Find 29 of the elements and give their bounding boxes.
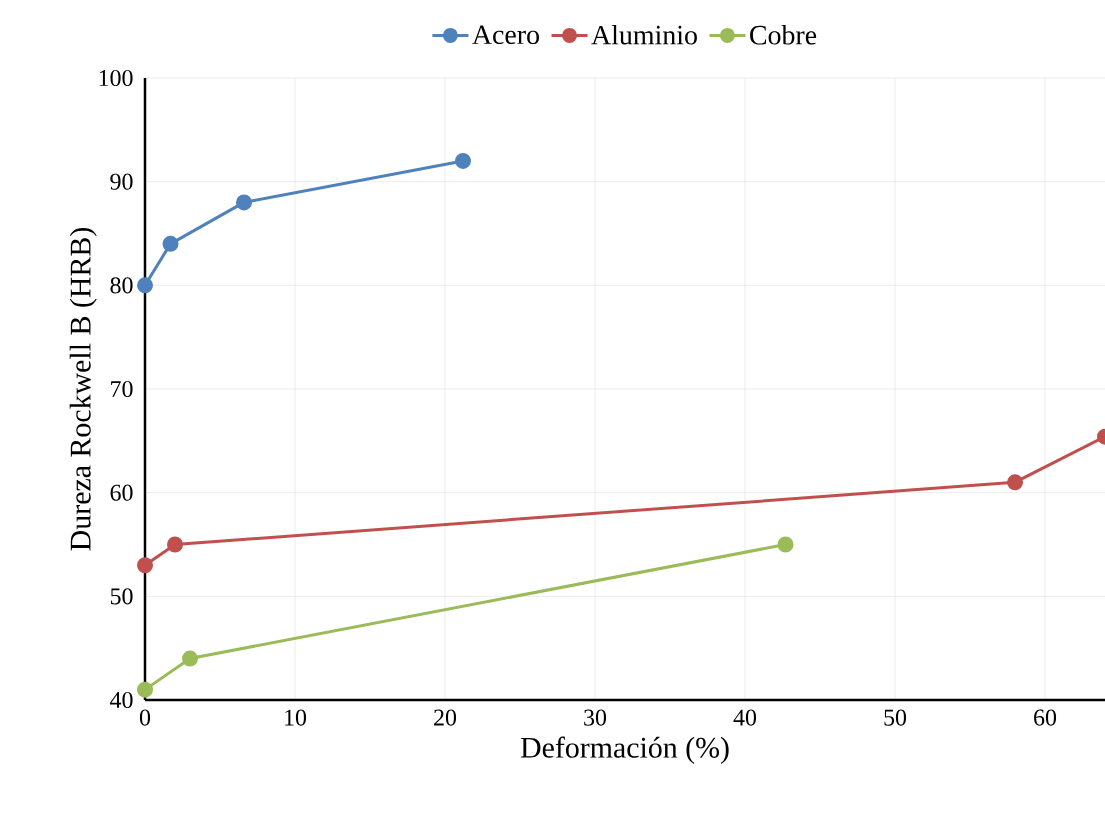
x-tick-label: 10 xyxy=(285,709,307,726)
y-tick-label: 50 xyxy=(110,588,133,605)
y-tick-label: 90 xyxy=(110,173,133,190)
x-tick-label: 50 xyxy=(884,709,907,726)
y-tick-label: 80 xyxy=(110,277,133,294)
point xyxy=(137,277,153,294)
y-tick-label: 100 xyxy=(99,69,133,87)
legend-label: Aluminio xyxy=(591,24,697,45)
y-tick-label: 60 xyxy=(110,484,133,501)
point xyxy=(182,650,198,667)
x-tick-label: 30 xyxy=(584,709,607,726)
y-tick-label: 40 xyxy=(110,691,133,709)
legend-label: Cobre xyxy=(750,24,817,45)
x-tick-label: 60 xyxy=(1034,709,1057,726)
point xyxy=(777,536,794,553)
point xyxy=(167,536,183,553)
point xyxy=(137,681,153,698)
point xyxy=(236,194,252,211)
x-tick-label: 40 xyxy=(733,709,757,726)
x-axis-title: Deformación (%) xyxy=(520,736,729,764)
point xyxy=(1007,474,1024,491)
y-axis-title: Dureza Rockwell B (HRB) xyxy=(69,228,97,551)
x-tick-label: 0 xyxy=(139,709,151,726)
x-tick-label: 20 xyxy=(434,709,457,726)
y-tick-label: 70 xyxy=(111,380,133,398)
point xyxy=(455,152,471,169)
point xyxy=(137,557,153,574)
point xyxy=(162,235,179,252)
legend-label: Acero xyxy=(472,25,539,45)
